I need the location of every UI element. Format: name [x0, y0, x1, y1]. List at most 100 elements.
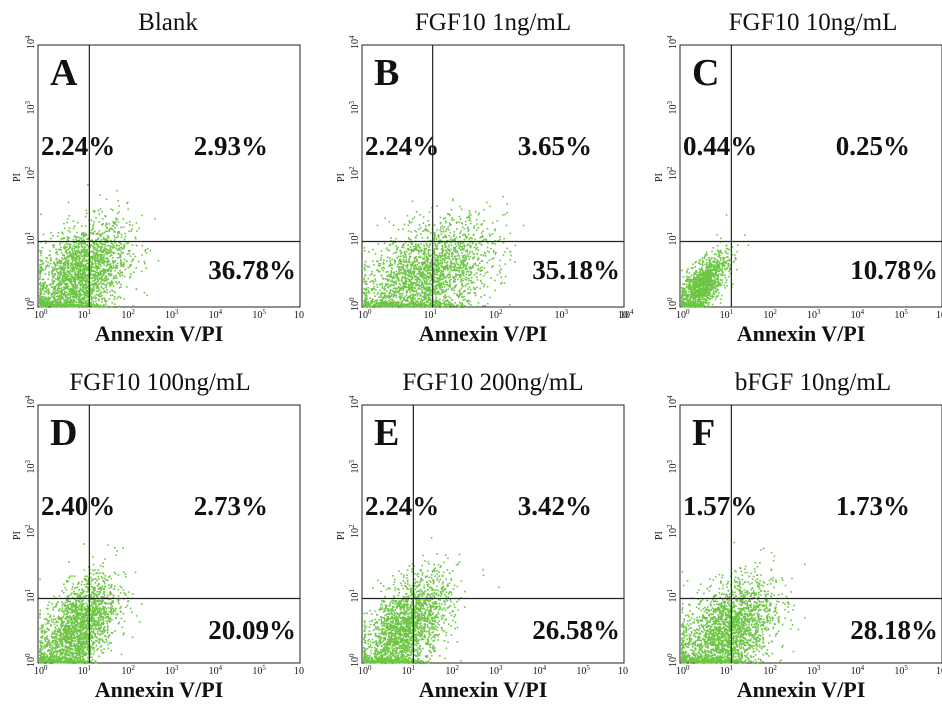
data-point — [443, 284, 445, 286]
data-point — [459, 255, 461, 257]
data-point — [110, 263, 112, 265]
data-point — [103, 297, 105, 299]
data-point — [449, 222, 451, 224]
data-point — [456, 294, 458, 296]
data-point — [126, 243, 128, 245]
data-point — [449, 279, 451, 281]
data-point — [379, 271, 381, 273]
data-point — [440, 217, 442, 219]
data-point — [407, 264, 409, 266]
data-point — [111, 280, 113, 282]
data-point — [60, 287, 62, 289]
data-point — [73, 220, 75, 222]
data-point — [118, 282, 120, 284]
data-point — [473, 263, 475, 265]
data-point — [93, 233, 95, 235]
data-point — [141, 254, 143, 256]
data-point — [459, 289, 461, 291]
data-point — [466, 236, 468, 238]
data-point — [47, 298, 49, 300]
data-point — [51, 296, 53, 298]
data-point — [396, 252, 398, 254]
data-point — [73, 280, 75, 282]
data-point — [66, 253, 68, 255]
data-point — [487, 303, 489, 305]
y-tick-label: 102 — [348, 166, 361, 180]
data-point — [458, 295, 460, 297]
data-point — [373, 288, 375, 290]
data-point — [407, 297, 409, 299]
data-point — [124, 239, 126, 241]
data-point — [40, 288, 42, 290]
data-point — [418, 273, 420, 275]
data-point — [492, 222, 494, 224]
data-point — [410, 283, 412, 285]
data-point — [393, 288, 395, 290]
data-point — [455, 258, 457, 260]
data-point — [394, 263, 396, 265]
data-point — [108, 223, 110, 225]
data-point — [103, 304, 105, 306]
data-point — [444, 242, 446, 244]
data-point — [58, 259, 60, 261]
data-point — [123, 298, 125, 300]
data-point — [61, 263, 63, 265]
data-point — [79, 261, 81, 263]
data-point — [109, 251, 111, 253]
data-point — [85, 277, 87, 279]
data-point — [82, 264, 84, 266]
data-point — [99, 306, 101, 308]
data-point — [437, 243, 439, 245]
data-point — [450, 237, 452, 239]
data-point — [70, 295, 72, 297]
data-point — [475, 211, 477, 213]
data-point — [75, 284, 77, 286]
data-point — [403, 245, 405, 247]
data-point — [418, 288, 420, 290]
data-point — [124, 259, 126, 261]
data-point — [378, 265, 380, 267]
data-point — [364, 306, 366, 308]
data-point — [479, 213, 481, 215]
data-point — [388, 265, 390, 267]
data-point — [71, 258, 73, 260]
data-point — [421, 272, 423, 274]
data-point — [471, 282, 473, 284]
data-point — [382, 306, 384, 308]
data-point — [105, 287, 107, 289]
data-point — [87, 302, 89, 304]
data-point — [118, 245, 120, 247]
data-point — [450, 297, 452, 299]
data-point — [114, 237, 116, 239]
data-point — [65, 287, 67, 289]
x-axis-label: Annexin V/PI — [95, 321, 224, 346]
data-point — [451, 260, 453, 262]
data-point — [71, 299, 73, 301]
data-point — [474, 288, 476, 290]
data-point — [40, 261, 42, 263]
data-point — [440, 272, 442, 274]
data-point — [436, 268, 438, 270]
data-point — [424, 249, 426, 251]
x-tick-label: 105 — [252, 308, 266, 321]
data-point — [716, 284, 718, 286]
data-point — [385, 296, 387, 298]
data-point — [411, 286, 413, 288]
data-point — [470, 214, 472, 216]
data-point — [106, 261, 108, 263]
data-point — [417, 295, 419, 297]
data-point — [81, 260, 83, 262]
x-axis-label: Annexin V/PI — [419, 321, 548, 346]
data-point — [510, 259, 512, 261]
data-point — [96, 290, 98, 292]
data-point — [509, 251, 511, 253]
data-point — [435, 260, 437, 262]
data-point — [68, 237, 70, 239]
data-point — [74, 271, 76, 273]
data-point — [411, 222, 413, 224]
data-point — [454, 238, 456, 240]
data-point — [119, 270, 121, 272]
data-point — [64, 277, 66, 279]
data-point — [393, 253, 395, 255]
data-point — [489, 206, 491, 208]
